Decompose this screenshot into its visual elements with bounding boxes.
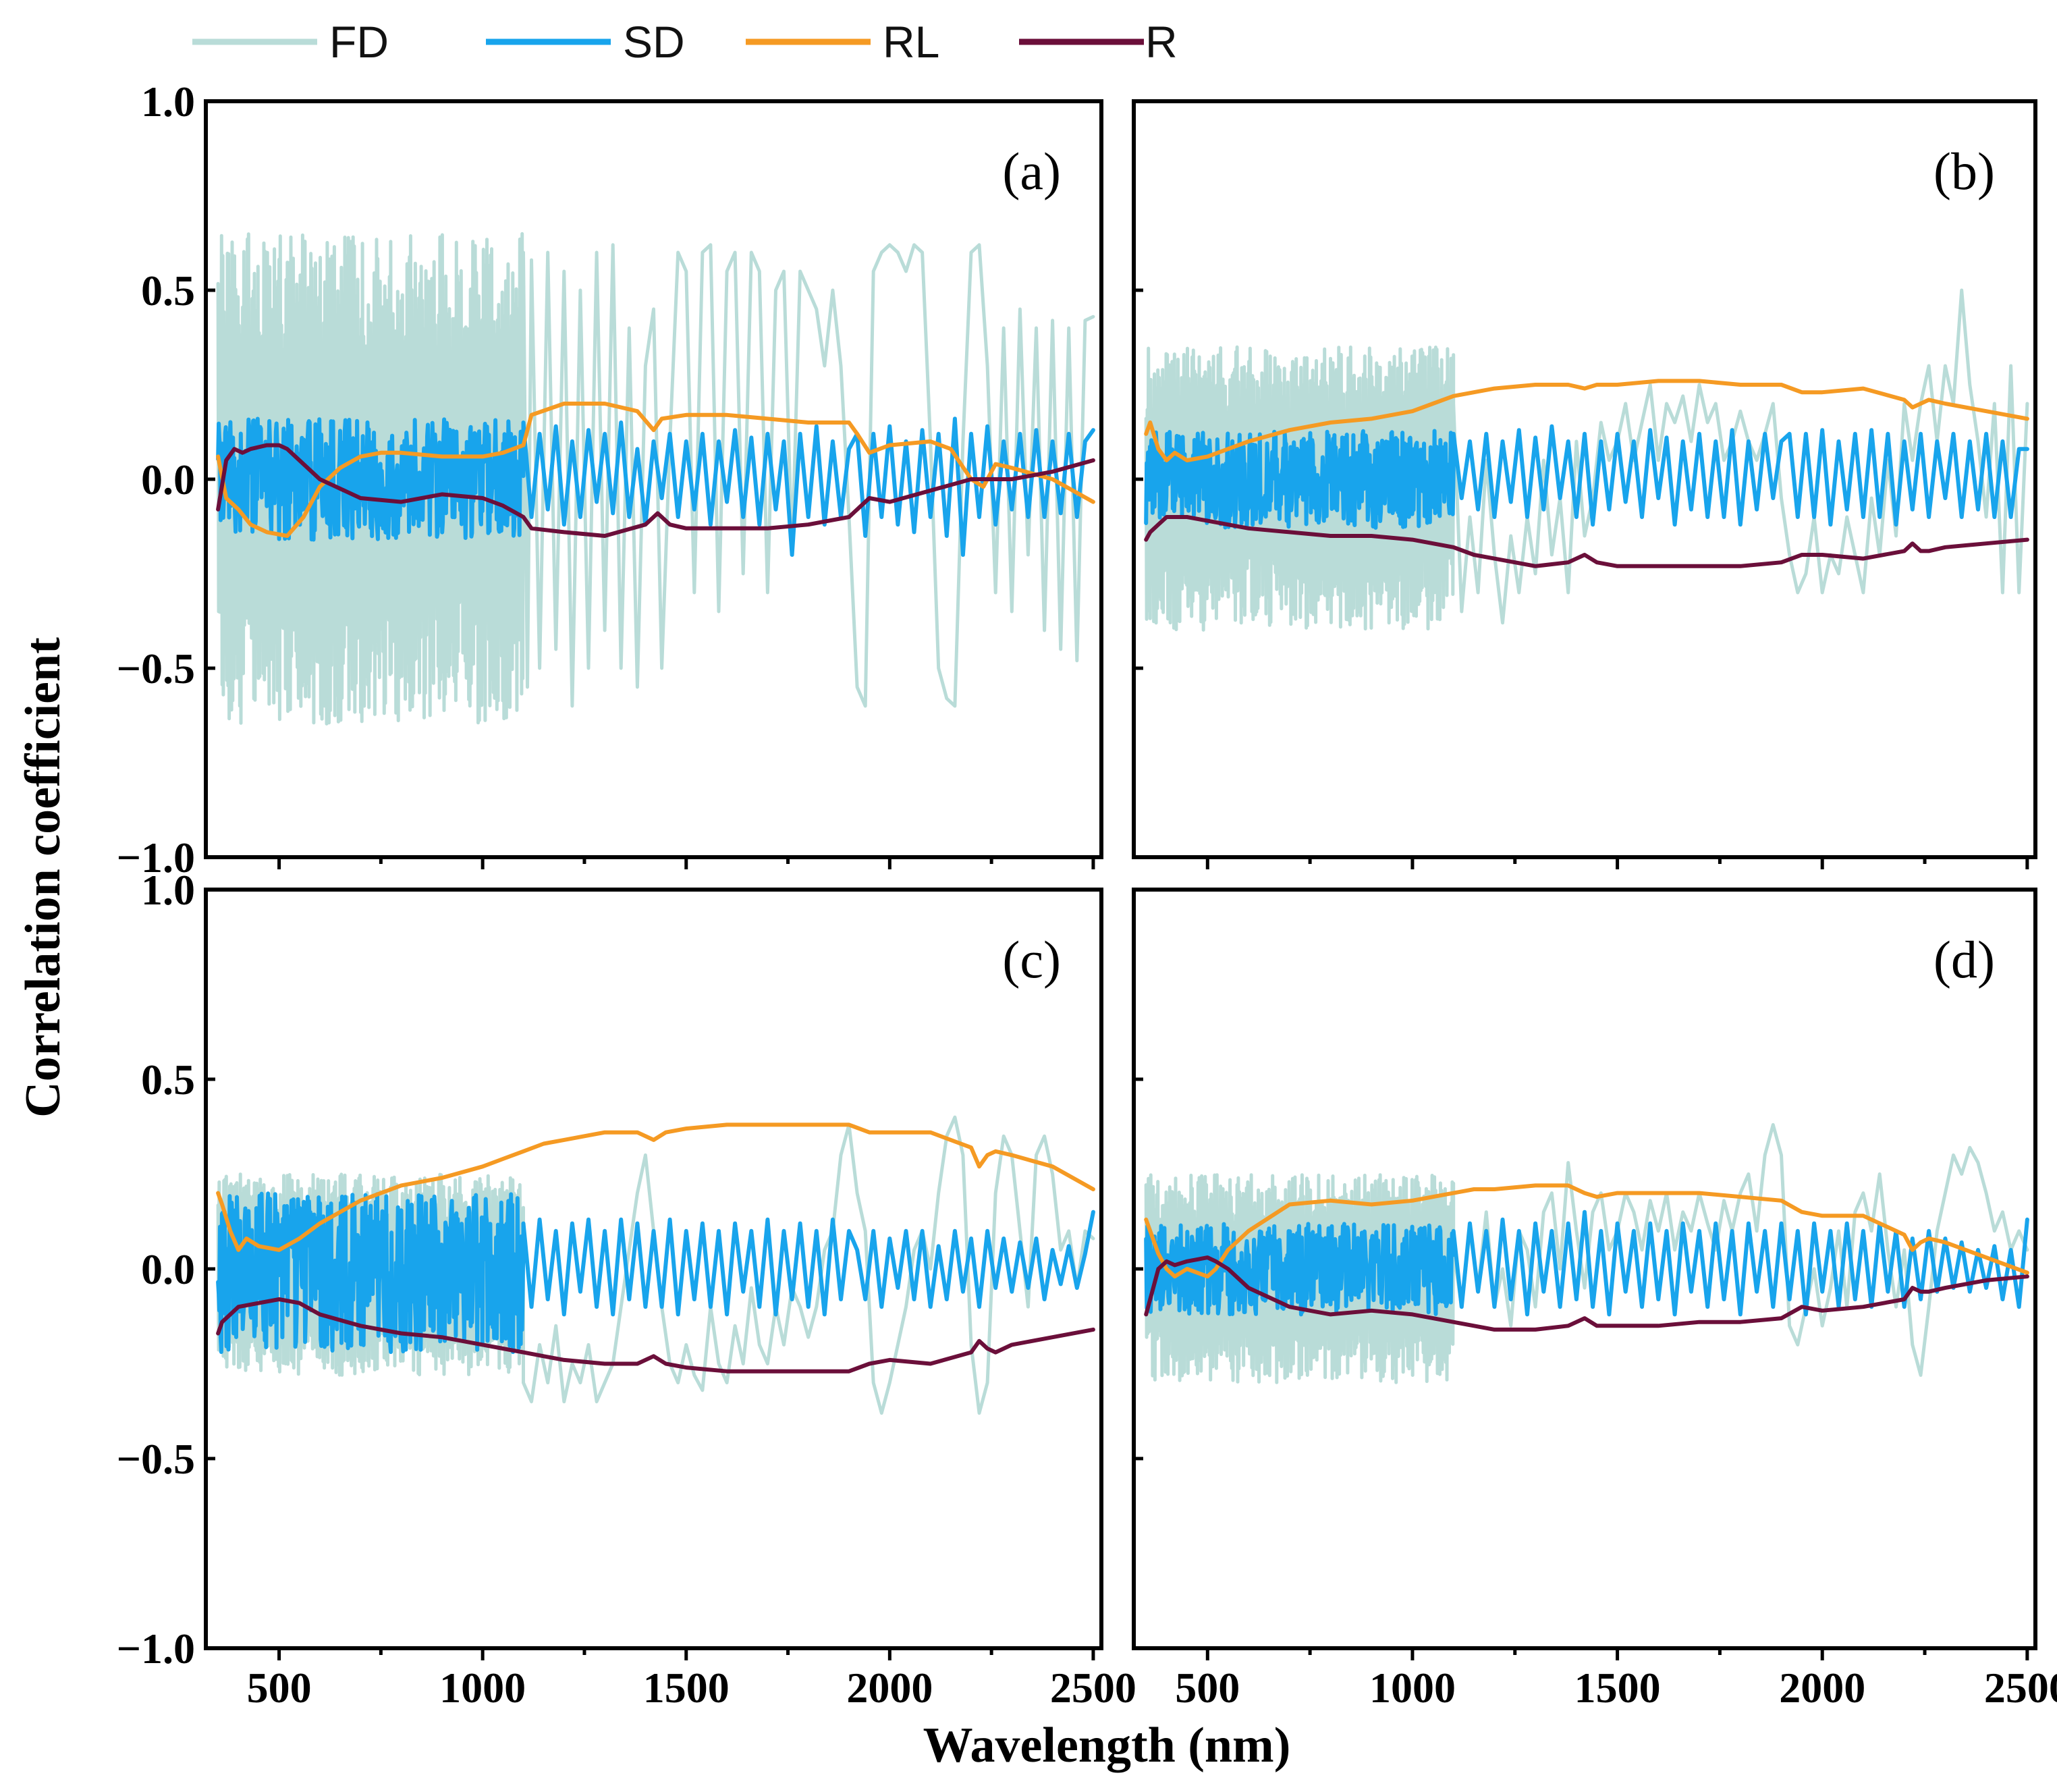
plot-area-a (216, 232, 1095, 726)
legend-item-rl: RL (746, 17, 939, 67)
series-rl-line-a (216, 402, 1095, 538)
x-tick-label-c: 500 (247, 1664, 312, 1712)
legend: FD SD RL R (192, 17, 1178, 67)
plot-area-c (216, 1115, 1095, 1415)
panel-a: 1.0 0.5 0.0 −0.5 −1.0 (a) (117, 78, 1103, 881)
panel-label-c: (c) (1002, 930, 1061, 989)
series-sd-line-c (216, 1191, 1095, 1355)
y-tick-label-a: 0.5 (141, 267, 195, 315)
panel-c: 1.0 0.5 0.0 −0.5 −1.0 500 1000 1500 2000 2500 (c) (117, 866, 1136, 1712)
y-tick-label-c: −1.0 (117, 1625, 195, 1673)
series-sd-line-a (216, 416, 1095, 557)
panel-label-d: (d) (1933, 930, 1995, 989)
x-tick-label-c: 2000 (846, 1664, 933, 1712)
x-tick-label-c: 1500 (643, 1664, 730, 1712)
y-tick-label-a: 1.0 (141, 78, 195, 126)
legend-item-fd: FD (192, 17, 389, 67)
y-axis-title: Correlation coefficient (16, 637, 71, 1118)
legend-label-sd: SD (623, 17, 685, 67)
series-r-line-b (1144, 515, 2029, 568)
x-tick-label-c: 1000 (439, 1664, 526, 1712)
plot-area-b (1144, 288, 2029, 632)
legend-item-r: R (1019, 17, 1178, 67)
x-tick-label-c: 2500 (1050, 1664, 1136, 1712)
y-tick-label-c: 0.0 (141, 1245, 195, 1293)
y-tick-label-a: −0.5 (117, 645, 195, 693)
plot-area-d (1144, 1122, 2029, 1384)
series-r-line-d (1144, 1255, 2029, 1332)
series-sd-line-b (1144, 424, 2029, 530)
x-tick-label-d: 2000 (1779, 1664, 1865, 1712)
y-tick-label-a: −1.0 (117, 834, 195, 881)
y-tick-label-c: 1.0 (141, 866, 195, 914)
legend-label-r: R (1145, 17, 1178, 67)
y-tick-label-c: 0.5 (141, 1056, 195, 1104)
x-tick-label-d: 1500 (1574, 1664, 1661, 1712)
x-tick-label-d: 2500 (1984, 1664, 2057, 1712)
legend-label-fd: FD (329, 17, 389, 67)
series-rl-line-c (216, 1122, 1095, 1252)
x-tick-label-d: 1000 (1369, 1664, 1456, 1712)
y-tick-label-c: −0.5 (117, 1435, 195, 1483)
x-axis-title: Wavelength (nm) (923, 1718, 1291, 1773)
panel-b: (b) (1132, 99, 2037, 869)
y-tick-label-a: 0.0 (141, 456, 195, 504)
x-tick-label-d: 500 (1175, 1664, 1240, 1712)
legend-label-rl: RL (883, 17, 939, 67)
series-rl-line-b (1144, 379, 2029, 462)
series-r-line-a (216, 443, 1095, 538)
series-r-line-c (216, 1297, 1095, 1374)
panel-label-a: (a) (1002, 142, 1061, 200)
series-rl-line-d (1144, 1183, 2029, 1279)
panel-label-b: (b) (1933, 142, 1995, 200)
legend-item-sd: SD (486, 17, 685, 67)
panel-d: 500 1000 1500 2000 2500 (d) (1132, 888, 2057, 1712)
